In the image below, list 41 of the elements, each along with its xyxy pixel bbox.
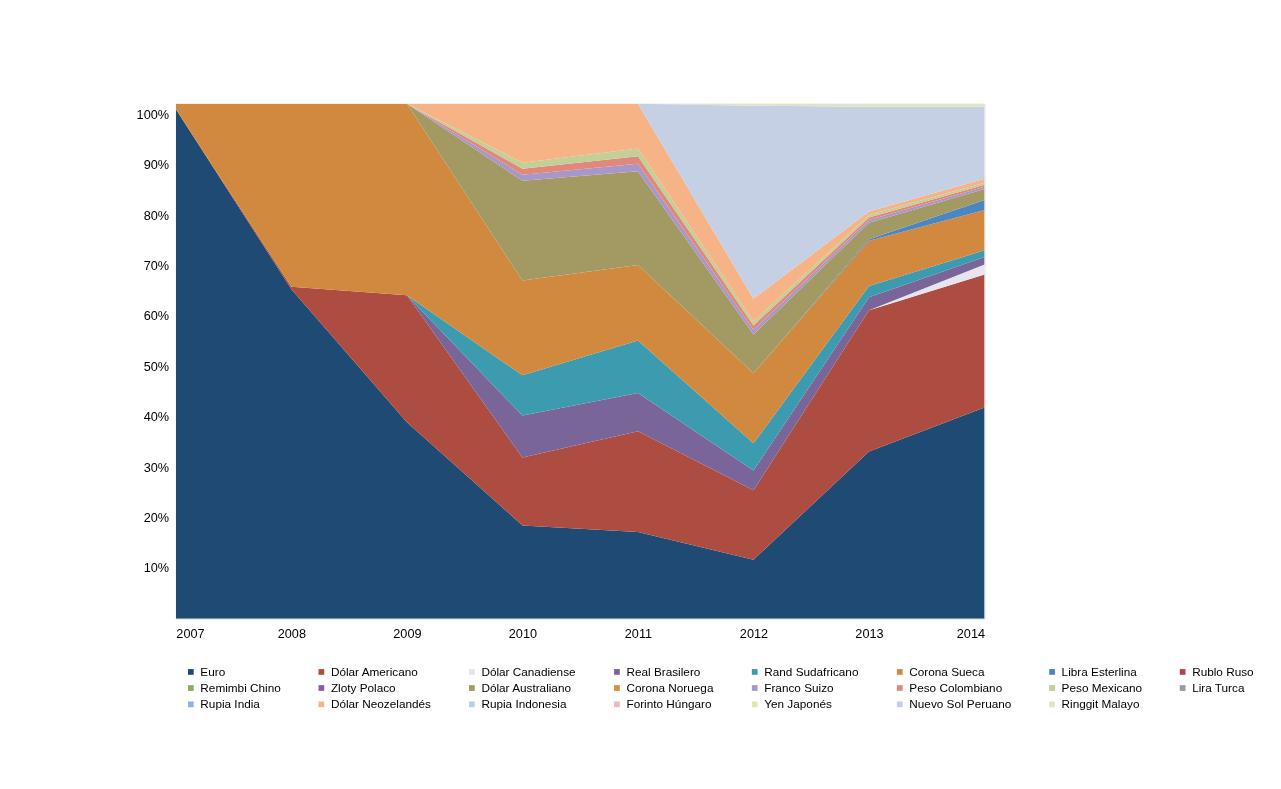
x-tick-label: 2014 (956, 627, 985, 642)
legend-label: Rand Sudafricano (764, 664, 859, 678)
legend-label: Dólar Australiano (481, 680, 572, 694)
legend-label: Rupia India (200, 696, 261, 710)
legend-label: Real Brasilero (626, 664, 701, 678)
x-tick-label: 2013 (855, 627, 884, 642)
x-tick-label: 2009 (393, 627, 422, 642)
legend-label: Lira Turca (1192, 680, 1245, 694)
legend-label: Nuevo Sol Peruano (909, 696, 1012, 710)
legend-label: Ringgit Malayo (1061, 696, 1140, 710)
legend-label: Dólar Canadiense (481, 664, 577, 678)
legend-label: Euro (200, 664, 226, 678)
y-tick-label: 20% (143, 510, 170, 525)
legend-label: Rublo Ruso (1192, 664, 1255, 678)
x-tick-label: 2007 (176, 627, 205, 642)
legend-label: Dólar Neozelandés (330, 696, 432, 710)
y-tick-label: 50% (143, 359, 170, 374)
legend-label: Libra Esterlina (1061, 664, 1138, 678)
legend-label: Remimbi Chino (200, 680, 282, 694)
legend-label: Peso Mexicano (1061, 680, 1143, 694)
legend-label: Peso Colombiano (909, 680, 1003, 694)
x-tick-label: 2011 (624, 627, 653, 642)
y-tick-label: 80% (143, 208, 170, 223)
y-tick-label: 70% (143, 259, 170, 274)
y-tick-label: 60% (143, 309, 170, 324)
x-tick-label: 2012 (739, 627, 769, 642)
y-tick-label: 30% (143, 460, 170, 475)
x-tick-label: 2008 (277, 627, 306, 642)
x-tick-label: 2010 (508, 627, 538, 642)
y-tick-label: 40% (143, 410, 170, 425)
y-tick-label: 90% (143, 158, 170, 173)
legend-label: Zloty Polaco (330, 680, 397, 694)
y-tick-label: 10% (143, 561, 170, 576)
legend-label: Forinto Húngaro (626, 696, 712, 710)
legend-label: Franco Suizo (764, 680, 835, 694)
legend-label: Rupia Indonesia (481, 696, 567, 710)
y-tick-label: 100% (136, 107, 170, 122)
legend-label: Corona Noruega (626, 680, 714, 694)
legend-label: Yen Japonés (764, 696, 832, 710)
legend-label: Dólar Americano (330, 664, 419, 678)
legend-label: Corona Sueca (909, 664, 985, 678)
